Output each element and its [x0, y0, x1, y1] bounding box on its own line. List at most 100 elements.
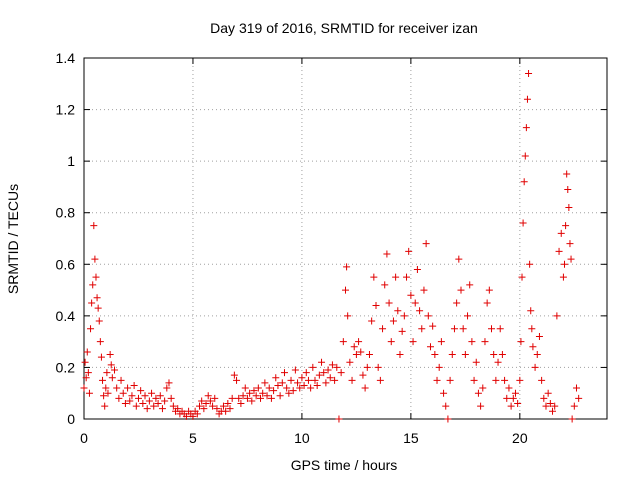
- data-point: [542, 402, 550, 410]
- data-point: [527, 307, 535, 315]
- data-point: [119, 389, 127, 397]
- data-point: [206, 397, 214, 405]
- data-point: [531, 363, 539, 371]
- data-point: [108, 374, 116, 382]
- data-point: [219, 402, 227, 410]
- data-point: [446, 376, 454, 384]
- data-point: [163, 384, 171, 392]
- data-point: [141, 392, 149, 400]
- data-point: [228, 394, 236, 402]
- data-point: [195, 402, 203, 410]
- data-point: [237, 400, 245, 408]
- data-point: [409, 338, 417, 346]
- data-point: [124, 384, 132, 392]
- data-point: [522, 124, 530, 132]
- data-point: [143, 405, 151, 413]
- data-point: [204, 392, 212, 400]
- data-point: [169, 402, 177, 410]
- data-point: [564, 186, 572, 194]
- data-point: [521, 152, 529, 160]
- data-point: [226, 405, 234, 413]
- data-point: [566, 240, 574, 248]
- data-point: [233, 376, 241, 384]
- data-point: [498, 351, 506, 359]
- data-point: [337, 369, 345, 377]
- data-point: [488, 325, 496, 333]
- data-point: [287, 376, 295, 384]
- data-point: [528, 325, 536, 333]
- data-point: [222, 407, 230, 415]
- data-point: [479, 384, 487, 392]
- y-tick-label: 0.8: [56, 205, 76, 221]
- data-point: [84, 369, 92, 377]
- data-point: [309, 363, 317, 371]
- data-point: [426, 343, 434, 351]
- data-point: [507, 402, 515, 410]
- x-tick-label: 5: [189, 430, 197, 446]
- data-point: [563, 170, 571, 178]
- data-point: [433, 376, 441, 384]
- data-point: [357, 348, 365, 356]
- data-point: [193, 410, 201, 418]
- data-point: [567, 255, 575, 263]
- data-point: [121, 400, 129, 408]
- data-point: [466, 281, 474, 289]
- data-point: [501, 376, 509, 384]
- data-point: [562, 222, 570, 230]
- data-point: [540, 394, 548, 402]
- data-point: [213, 405, 221, 413]
- data-point: [435, 363, 443, 371]
- data-point: [570, 402, 578, 410]
- data-point: [81, 358, 89, 366]
- plot-frame: [83, 57, 608, 420]
- grid-lines: [84, 58, 607, 419]
- data-point: [535, 332, 543, 340]
- data-point: [392, 273, 400, 281]
- data-point: [158, 405, 166, 413]
- data-point: [304, 376, 312, 384]
- data-point: [387, 338, 395, 346]
- data-point: [104, 389, 112, 397]
- data-point: [523, 95, 531, 103]
- data-point: [359, 371, 367, 379]
- y-tick-label: 1.4: [56, 50, 76, 66]
- y-tick-label: 0.2: [56, 359, 76, 375]
- data-point: [106, 351, 114, 359]
- data-point: [257, 394, 265, 402]
- data-point: [509, 394, 517, 402]
- data-point: [103, 369, 111, 377]
- data-point: [485, 286, 493, 294]
- data-point: [350, 343, 358, 351]
- data-point: [261, 379, 269, 387]
- data-point: [97, 353, 105, 361]
- data-point: [416, 307, 424, 315]
- data-point: [405, 247, 413, 255]
- data-point: [335, 415, 343, 423]
- data-point: [83, 348, 91, 356]
- data-point: [313, 381, 321, 389]
- data-point: [505, 384, 513, 392]
- y-axis-label: SRMTID / TECUs: [5, 184, 21, 294]
- data-point: [503, 394, 511, 402]
- data-point: [559, 273, 567, 281]
- data-point: [437, 338, 445, 346]
- data-point: [265, 384, 273, 392]
- data-point: [113, 384, 121, 392]
- data-point: [156, 392, 164, 400]
- x-tick-label: 10: [294, 430, 310, 446]
- data-point: [413, 265, 421, 273]
- data-point: [302, 369, 310, 377]
- data-point: [389, 317, 397, 325]
- data-point: [494, 358, 502, 366]
- data-point: [348, 376, 356, 384]
- data-point: [516, 376, 524, 384]
- data-point: [134, 394, 142, 402]
- data-point: [568, 415, 576, 423]
- data-point: [575, 394, 583, 402]
- data-point: [167, 394, 175, 402]
- data-point: [93, 294, 101, 302]
- data-point: [89, 281, 97, 289]
- data-point: [514, 400, 522, 408]
- data-point: [455, 255, 463, 263]
- data-point: [464, 312, 472, 320]
